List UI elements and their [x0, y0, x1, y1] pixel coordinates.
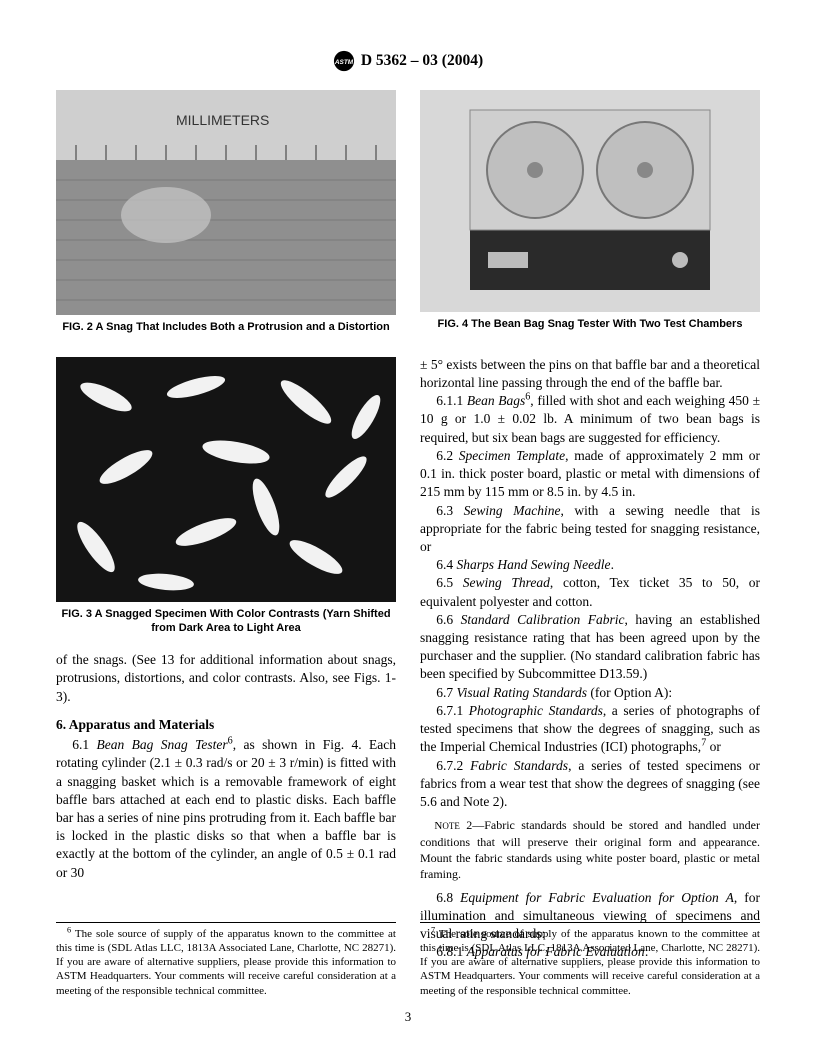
figure-3-image — [56, 357, 396, 602]
paragraph-6-1: 6.1 Bean Bag Snag Tester6, as shown in F… — [56, 736, 396, 882]
paragraph-6-7-1: 6.7.1 Photographic Standards, a series o… — [420, 702, 760, 757]
paragraph-6-7: 6.7 Visual Rating Standards (for Option … — [420, 684, 760, 702]
paragraph-6-2: 6.2 Specimen Template, made of approxima… — [420, 447, 760, 502]
paragraph-6-1-continued: ± 5° exists between the pins on that baf… — [420, 356, 760, 392]
figure-2: MILLIMETERS FIG. 2 A Snag That Includes … — [56, 90, 396, 335]
paragraph-snags-continued: of the snags. (See 13 for additional inf… — [56, 651, 396, 706]
note-2: NOTE NOTE 2—Fabric standards should be s… — [420, 817, 760, 882]
figure-4-caption: FIG. 4 The Bean Bag Snag Tester With Two… — [420, 318, 760, 332]
paragraph-6-6: 6.6 Standard Calibration Fabric, having … — [420, 611, 760, 684]
figure-4: FIG. 4 The Bean Bag Snag Tester With Two… — [420, 90, 760, 332]
footnote-6: 6 The sole source of supply of the appar… — [56, 922, 396, 998]
figure-3-caption: FIG. 3 A Snagged Specimen With Color Con… — [56, 608, 396, 636]
two-column-layout: MILLIMETERS FIG. 2 A Snag That Includes … — [56, 90, 760, 962]
figure-2-image: MILLIMETERS — [56, 90, 396, 315]
paragraph-6-1-1: 6.1.1 Bean Bags6, filled with shot and e… — [420, 392, 760, 447]
svg-text:MILLIMETERS: MILLIMETERS — [176, 112, 269, 128]
page-number: 3 — [0, 1008, 816, 1026]
paragraph-6-3: 6.3 Sewing Machine, with a sewing needle… — [420, 502, 760, 557]
right-column: FIG. 4 The Bean Bag Snag Tester With Two… — [420, 90, 760, 962]
figure-2-caption: FIG. 2 A Snag That Includes Both a Protr… — [56, 321, 396, 335]
footnote-7: 7 The sole source of supply of the appar… — [420, 922, 760, 998]
section-6-heading: 6. Apparatus and Materials — [56, 716, 396, 734]
left-column: MILLIMETERS FIG. 2 A Snag That Includes … — [56, 90, 396, 962]
footnote-row: 6 The sole source of supply of the appar… — [56, 910, 760, 998]
designation: D 5362 – 03 (2004) — [361, 51, 483, 72]
figure-3: FIG. 3 A Snagged Specimen With Color Con… — [56, 357, 396, 636]
page-header: ASTM D 5362 – 03 (2004) — [56, 50, 760, 72]
paragraph-6-7-2: 6.7.2 Fabric Standards, a series of test… — [420, 757, 760, 812]
figure-4-image — [420, 90, 760, 312]
astm-logo-icon: ASTM — [333, 50, 355, 72]
svg-text:ASTM: ASTM — [334, 59, 354, 66]
paragraph-6-5: 6.5 Sewing Thread, cotton, Tex ticket 35… — [420, 574, 760, 610]
paragraph-6-4: 6.4 Sharps Hand Sewing Needle. — [420, 556, 760, 574]
